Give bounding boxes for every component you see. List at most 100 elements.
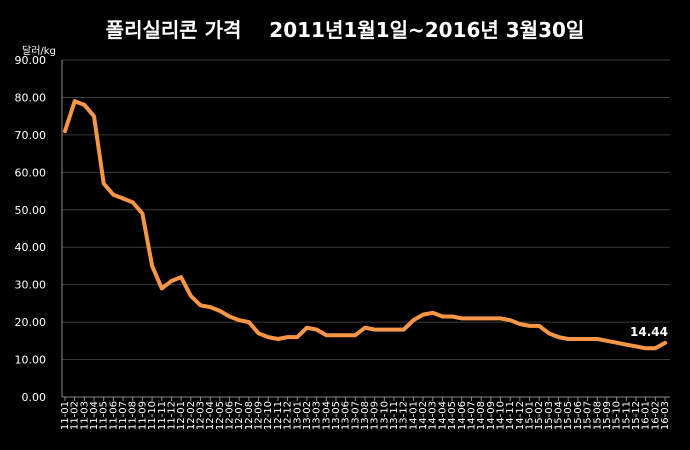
x-tick-label: 12-02	[186, 401, 197, 430]
x-tick-label: 16-02	[650, 401, 661, 430]
data-point	[198, 303, 203, 307]
data-point	[653, 346, 657, 350]
x-tick-label: 12-08	[244, 401, 255, 430]
data-point	[256, 331, 261, 335]
x-tick-label: 11-09	[137, 401, 148, 430]
x-tick-label: 11-06	[108, 401, 119, 430]
data-point	[576, 337, 580, 341]
x-tick-label: 11-03	[79, 401, 90, 430]
x-tick-label: 15-11	[621, 401, 632, 430]
data-point	[634, 344, 638, 349]
data-point	[73, 99, 77, 103]
y-axis-ticks: 0.00 10.00 20.00 30.00 40.00 50.00 60.00 70.00 8…	[15, 54, 47, 404]
data-point	[237, 318, 241, 322]
x-tick-label: 11-05	[99, 401, 110, 430]
data-point	[527, 324, 532, 328]
y-tick-label: 90.00	[15, 54, 47, 67]
x-tick-label: 13-03	[312, 401, 323, 430]
x-tick-label: 15-01	[525, 401, 536, 430]
y-tick-label: 80.00	[15, 91, 47, 104]
x-tick-label: 15-05	[563, 401, 574, 430]
data-point	[585, 337, 590, 341]
x-tick-label: 13-05	[331, 401, 342, 430]
data-labels: 14.44	[630, 325, 668, 339]
x-tick-label: 14-04	[437, 401, 448, 430]
x-tick-label: 13-04	[321, 401, 332, 430]
data-point	[479, 316, 483, 320]
data-point	[131, 200, 135, 204]
data-point	[392, 328, 396, 332]
data-point	[324, 333, 328, 337]
y-tick-label: 30.00	[15, 279, 47, 292]
data-point	[411, 318, 415, 322]
x-tick-label: 14-11	[505, 401, 516, 430]
data-point	[102, 181, 106, 186]
data-point	[305, 326, 309, 330]
x-tick-label: 14-07	[466, 401, 477, 430]
data-point	[63, 129, 67, 133]
x-tick-label: 15-12	[631, 401, 642, 430]
x-tick-label: 12-11	[273, 401, 284, 430]
data-point	[518, 322, 522, 326]
x-tick-label: 15-09	[602, 401, 613, 430]
x-axis-ticks: 11-0111-0211-0311-0411-0511-0611-0711-08…	[60, 401, 671, 430]
series-layer	[63, 99, 667, 351]
x-tick-label: 12-06	[225, 401, 236, 430]
data-point	[295, 335, 299, 339]
data-point	[160, 286, 164, 291]
x-tick-label: 13-07	[350, 401, 361, 430]
x-tick-label: 11-04	[89, 401, 100, 430]
data-point	[489, 316, 493, 320]
x-tick-label: 14-01	[408, 401, 419, 430]
data-point	[663, 341, 667, 345]
y-tick-label: 50.00	[15, 204, 47, 217]
x-tick-label: 12-05	[215, 401, 226, 430]
x-tick-label: 13-01	[292, 401, 303, 430]
x-tick-label: 14-05	[447, 401, 458, 430]
x-tick-label: 13-09	[370, 401, 381, 430]
data-point	[537, 324, 541, 328]
y-tick-label: 20.00	[15, 316, 47, 329]
x-tick-label: 14-03	[428, 401, 439, 430]
x-tick-label: 15-04	[554, 401, 565, 430]
x-tick-label: 14-09	[486, 401, 497, 430]
data-point	[218, 309, 222, 313]
data-point	[227, 314, 232, 319]
x-tick-label: 15-03	[544, 401, 555, 430]
data-point	[276, 337, 280, 341]
x-tick-label: 14-12	[515, 401, 526, 430]
data-point	[150, 264, 154, 268]
x-tick-label: 13-11	[389, 401, 400, 430]
y-tick-label: 10.00	[15, 354, 47, 367]
data-point	[208, 305, 212, 309]
x-tick-label: 11-07	[118, 401, 129, 430]
x-tick-label: 14-06	[457, 401, 468, 430]
data-point	[624, 342, 628, 347]
x-tick-label: 15-02	[534, 401, 545, 430]
x-tick-label: 11-11	[157, 401, 168, 430]
data-point	[179, 275, 183, 279]
data-point	[344, 333, 348, 337]
x-tick-label: 12-10	[263, 401, 274, 430]
x-tick-label: 12-04	[205, 401, 216, 430]
data-point	[373, 328, 377, 332]
data-point	[469, 316, 474, 320]
x-tick-label: 11-08	[128, 401, 139, 430]
x-tick-label: 16-03	[660, 401, 671, 430]
data-point	[605, 339, 609, 343]
data-point	[140, 211, 145, 216]
data-point	[266, 335, 270, 339]
data-point	[644, 346, 648, 350]
y-tick-label: 40.00	[15, 241, 47, 254]
data-point	[508, 318, 512, 322]
data-point	[566, 337, 570, 341]
x-tick-label: 15-06	[573, 401, 584, 430]
x-tick-label: 15-07	[583, 401, 594, 430]
x-tick-label: 11-10	[147, 401, 158, 430]
data-point	[440, 314, 445, 319]
data-point	[363, 326, 367, 330]
x-tick-label: 16-01	[641, 401, 652, 430]
y-tick-label: 0.00	[22, 391, 47, 404]
series-line	[63, 99, 667, 351]
